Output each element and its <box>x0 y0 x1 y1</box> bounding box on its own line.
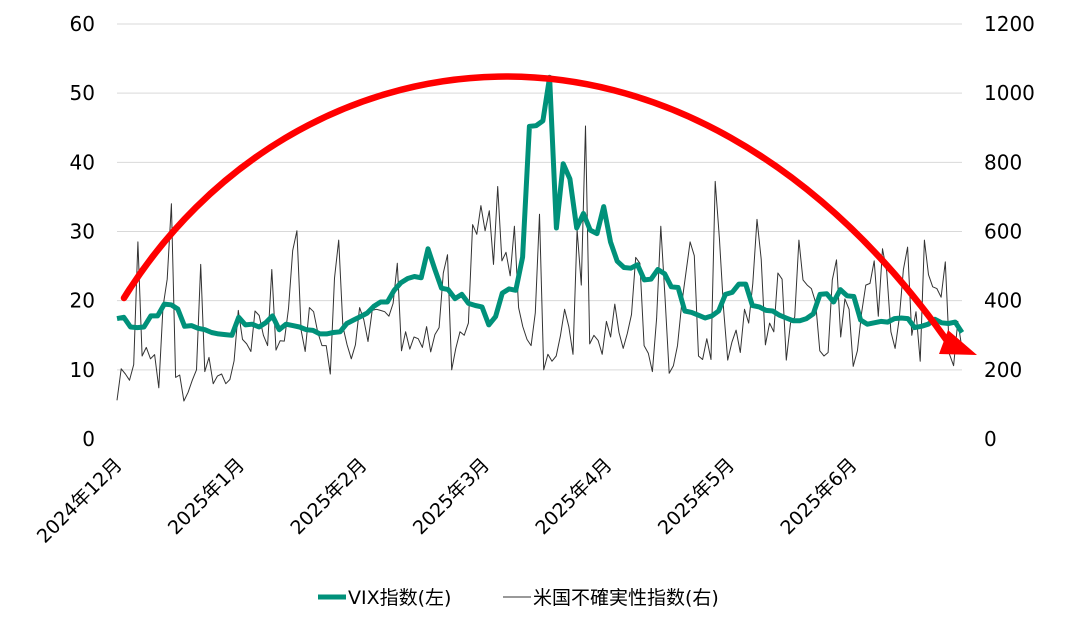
x-tick-label: 2025年4月 <box>531 454 616 539</box>
right-tick-label: 1200 <box>984 12 1035 36</box>
series-line-uncertainty <box>116 125 963 402</box>
trend-arrow-annotation <box>120 73 977 355</box>
x-tick-label: 2025年2月 <box>286 454 371 539</box>
left-tick-label: 40 <box>70 150 95 174</box>
x-tick-label: 2025年6月 <box>776 454 861 539</box>
x-tick-label: 2024年12月 <box>33 454 127 548</box>
left-tick-label: 50 <box>70 81 95 105</box>
legend-label-uncertainty: 米国不確実性指数(右) <box>533 587 719 609</box>
left-tick-label: 10 <box>70 358 95 382</box>
right-tick-label: 800 <box>984 150 1022 174</box>
left-axis-ticks: 0 10 20 30 40 50 60 <box>70 12 95 451</box>
right-tick-label: 0 <box>984 427 997 451</box>
right-tick-label: 600 <box>984 220 1022 244</box>
left-tick-label: 60 <box>70 12 95 36</box>
trend-arrow-head <box>939 330 977 355</box>
right-tick-label: 400 <box>984 289 1022 313</box>
x-tick-label: 2025年5月 <box>654 454 739 539</box>
right-tick-label: 1000 <box>984 81 1035 105</box>
legend-label-vix: VIX指数(左) <box>348 587 451 609</box>
x-tick-label: 2025年3月 <box>409 454 494 539</box>
trend-arrow-curve <box>120 73 954 349</box>
series-line-vix <box>116 74 965 338</box>
right-axis-ticks: 0 200 400 600 800 1000 1200 <box>984 12 1035 451</box>
left-tick-label: 30 <box>70 220 95 244</box>
legend: VIX指数(左) 米国不確実性指数(右) <box>318 587 719 609</box>
left-tick-label: 20 <box>70 289 95 313</box>
x-axis-ticks: 2024年12月 2025年1月 2025年2月 2025年3月 2025年4月 2025… <box>33 454 862 548</box>
x-tick-label: 2025年1月 <box>164 454 249 539</box>
right-tick-label: 200 <box>984 358 1022 382</box>
series-layer <box>116 74 965 402</box>
left-tick-label: 0 <box>82 427 95 451</box>
